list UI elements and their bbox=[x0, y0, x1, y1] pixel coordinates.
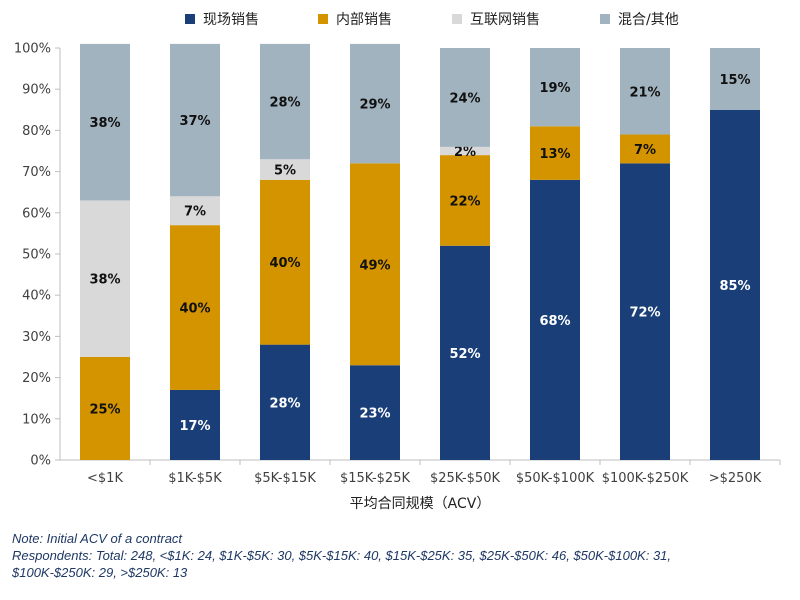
bar-segment bbox=[80, 357, 130, 460]
y-tick-label: 20% bbox=[22, 371, 51, 386]
bar-segment bbox=[620, 163, 670, 461]
bar-segment bbox=[260, 159, 310, 180]
legend-swatch bbox=[318, 14, 328, 24]
data-label: 22% bbox=[449, 194, 480, 209]
bar-segment bbox=[440, 48, 490, 147]
data-label: 19% bbox=[539, 81, 570, 96]
data-label: 52% bbox=[449, 347, 480, 362]
x-tick-label: <$1K bbox=[87, 471, 123, 486]
x-tick-label: $1K-$5K bbox=[168, 471, 222, 486]
legend-swatch bbox=[600, 14, 610, 24]
y-tick-label: 70% bbox=[22, 165, 51, 180]
bar-segment bbox=[260, 179, 310, 345]
bar-segment bbox=[170, 389, 220, 460]
bar-segment bbox=[260, 344, 310, 460]
data-label: 29% bbox=[359, 98, 390, 113]
bar-segment bbox=[260, 43, 310, 160]
bar-segment bbox=[350, 43, 400, 164]
bar-segment bbox=[710, 48, 760, 110]
y-tick-label: 10% bbox=[22, 412, 51, 427]
data-label: 37% bbox=[179, 114, 210, 129]
data-label: 28% bbox=[269, 396, 300, 411]
note-line-2: Respondents: Total: 248, <$1K: 24, $1K-$… bbox=[12, 548, 672, 563]
legend-item-label: 互联网销售 bbox=[470, 12, 540, 28]
x-tick-label: >$250K bbox=[709, 471, 762, 486]
bar-segment bbox=[530, 126, 580, 180]
x-tick-label: $5K-$15K bbox=[254, 471, 316, 486]
legend-item-label: 混合/其他 bbox=[618, 12, 679, 28]
data-label: 68% bbox=[539, 314, 570, 329]
data-label: 13% bbox=[539, 147, 570, 162]
bar-segment bbox=[170, 225, 220, 390]
data-label: 38% bbox=[89, 116, 120, 131]
y-tick-label: 50% bbox=[22, 248, 51, 263]
data-label: 23% bbox=[359, 407, 390, 422]
bar-segment bbox=[80, 200, 130, 357]
bar-segment bbox=[440, 245, 490, 460]
data-label: 2% bbox=[454, 145, 476, 160]
y-tick-label: 30% bbox=[22, 330, 51, 345]
y-tick-label: 80% bbox=[22, 124, 51, 139]
bar-segment bbox=[350, 365, 400, 460]
bar-segment bbox=[530, 179, 580, 460]
data-label: 72% bbox=[629, 306, 660, 321]
data-label: 40% bbox=[179, 302, 210, 317]
note-line-3: $100K-$250K: 29, >$250K: 13 bbox=[12, 565, 188, 580]
x-tick-label: $50K-$100K bbox=[516, 471, 595, 486]
bar-segment bbox=[170, 43, 220, 197]
x-tick-label: $100K-$250K bbox=[602, 471, 689, 486]
x-tick-label: $25K-$50K bbox=[430, 471, 500, 486]
data-label: 40% bbox=[269, 256, 300, 271]
data-label: 24% bbox=[449, 91, 480, 106]
data-label: 49% bbox=[359, 258, 390, 273]
y-tick-label: 40% bbox=[22, 289, 51, 304]
note-line-1: Note: Initial ACV of a contract bbox=[12, 531, 183, 546]
data-label: 5% bbox=[274, 164, 296, 179]
bar-segment bbox=[710, 109, 760, 461]
y-tick-label: 0% bbox=[30, 454, 51, 469]
data-label: 15% bbox=[719, 73, 750, 88]
y-tick-label: 90% bbox=[22, 83, 51, 98]
bar-segment bbox=[530, 48, 580, 127]
data-label: 28% bbox=[269, 96, 300, 111]
data-label: 7% bbox=[184, 205, 206, 220]
bar-segment bbox=[80, 43, 130, 201]
data-label: 17% bbox=[179, 419, 210, 434]
bar-segment bbox=[440, 146, 490, 156]
bar-segment bbox=[170, 196, 220, 226]
legend-item-label: 现场销售 bbox=[203, 12, 259, 28]
x-axis-label: 平均合同规模（ACV） bbox=[350, 496, 491, 512]
data-label: 21% bbox=[629, 85, 660, 100]
data-label: 25% bbox=[89, 403, 120, 418]
y-tick-label: 100% bbox=[14, 42, 51, 57]
bar-segment bbox=[620, 48, 670, 135]
legend-swatch bbox=[452, 14, 462, 24]
legend-swatch bbox=[185, 14, 195, 24]
x-tick-label: $15K-$25K bbox=[340, 471, 410, 486]
data-label: 38% bbox=[89, 273, 120, 288]
bar-segment bbox=[350, 163, 400, 366]
legend-item-label: 内部销售 bbox=[336, 12, 392, 28]
data-label: 85% bbox=[719, 279, 750, 294]
bar-segment bbox=[620, 134, 670, 164]
y-tick-label: 60% bbox=[22, 206, 51, 221]
bar-segment bbox=[440, 155, 490, 246]
data-label: 7% bbox=[634, 143, 656, 158]
